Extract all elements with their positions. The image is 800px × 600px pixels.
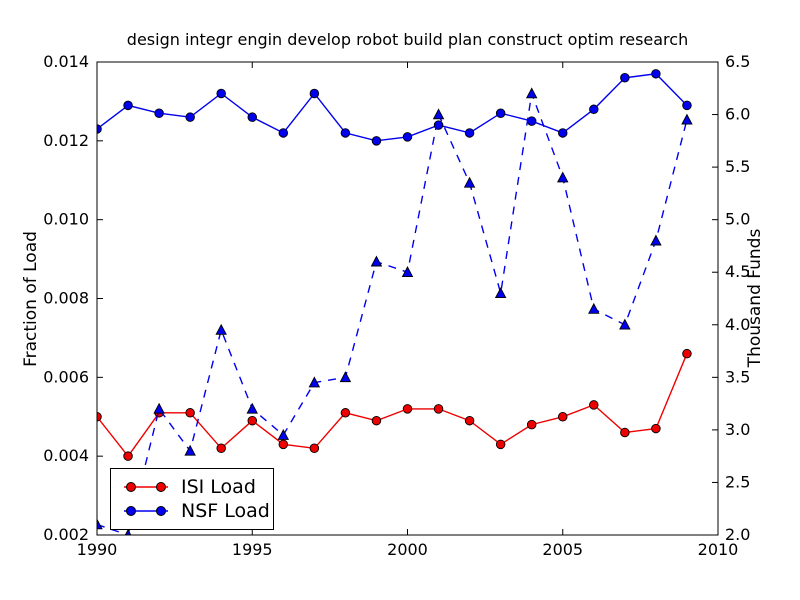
data-point-marker [309,443,320,454]
data-point-marker [371,415,382,426]
data-point-marker [526,419,537,430]
series-thousand-funds-dashed-no-legend-entry [97,87,693,535]
data-point-marker [682,348,692,359]
data-point-marker [402,404,413,414]
axes-frame: 1990 1995 2000 2005 2010 0.002 0.004 0.006 0.008… [43,52,750,559]
series-group [97,69,693,535]
data-point-marker [620,427,630,438]
y-right-tick-label: 2.5 [725,472,750,491]
data-point-marker [620,73,630,83]
y-left-tick-label: 0.002 [43,525,89,544]
legend-label-nsf-load: NSF Load [181,499,270,522]
data-point-marker [402,132,413,142]
data-point-marker [433,404,444,414]
data-point-marker [464,415,475,426]
x-tick-label: 2010 [698,540,739,559]
data-point-marker [589,400,599,410]
data-point-marker [370,255,383,267]
y-right-tick-label: 5.5 [725,157,750,176]
legend: ISI Load NSF Load [110,468,274,530]
data-point-marker [526,116,537,126]
data-point-marker [557,171,569,183]
data-point-marker [558,412,568,422]
data-point-marker [123,451,133,461]
data-point-marker [216,443,226,454]
data-point-marker [525,87,538,99]
data-point-marker [247,415,257,426]
data-point-marker [185,112,195,122]
data-point-marker [401,266,414,277]
y-left-tick-label: 0.004 [43,446,89,465]
data-point-marker [651,423,661,434]
data-point-marker [588,302,600,314]
legend-marker-nsf-load [124,506,168,516]
y-right-tick-label: 6.0 [725,105,750,124]
data-point-marker [589,104,599,115]
data-point-marker [97,412,102,422]
data-point-marker [97,124,102,134]
data-point-marker [309,88,320,99]
data-point-marker [97,518,103,530]
data-point-marker [495,108,506,118]
x-tick-label: 1990 [77,540,118,559]
chart-title: design integr engin develop robot build … [126,30,689,49]
series-nsf-load [97,69,692,146]
y-left-tick-label: 0.010 [43,210,89,229]
y-right-tick-label: 5.0 [725,210,750,229]
data-point-marker [340,128,351,138]
data-point-marker [681,113,693,125]
y-left-tick-label: 0.012 [43,131,89,150]
legend-item-nsf-load: NSF Load [120,499,273,522]
data-point-marker [463,176,476,188]
y-left-tick-label: 0.014 [43,52,89,71]
data-point-marker [123,100,133,111]
legend-item-isi-load: ISI Load [120,475,273,498]
data-point-marker [247,112,257,122]
data-point-marker [340,408,351,418]
x-tick-label: 2000 [387,540,428,559]
data-point-marker [277,428,290,440]
data-point-marker [682,100,692,111]
data-point-marker [185,408,195,418]
y-right-tick-label: 3.5 [725,367,750,386]
data-point-marker [558,128,568,138]
data-point-marker [495,439,506,450]
legend-marker-isi-load [124,482,168,492]
data-point-marker [494,287,507,298]
data-point-marker [278,439,289,450]
data-point-marker [308,376,321,388]
y-right-tick-label: 2.0 [725,525,750,544]
x-tick-label: 2005 [542,540,583,559]
data-point-marker [154,108,164,118]
y-left-tick-label: 0.006 [43,367,89,386]
series-isi-load [97,348,692,461]
legend-label-isi-load: ISI Load [181,475,256,498]
y-right-tick-label: 4.5 [725,262,750,281]
y-right-tick-label: 4.0 [725,315,750,334]
data-point-marker [650,234,662,246]
y-left-tick-label: 0.008 [43,289,89,308]
data-point-marker [619,318,631,330]
data-point-marker [339,371,352,383]
y-right-tick-label: 3.0 [725,420,750,439]
data-point-marker [651,69,661,79]
data-point-marker [432,108,445,120]
data-point-marker [371,136,382,146]
data-point-marker [246,402,258,414]
data-point-marker [215,323,227,335]
data-point-marker [216,88,226,99]
data-point-marker [278,128,289,138]
data-point-marker [464,128,475,138]
data-point-marker [184,444,196,456]
data-point-marker [153,402,165,414]
y-right-tick-label: 6.5 [725,52,750,71]
x-tick-label: 1995 [232,540,273,559]
